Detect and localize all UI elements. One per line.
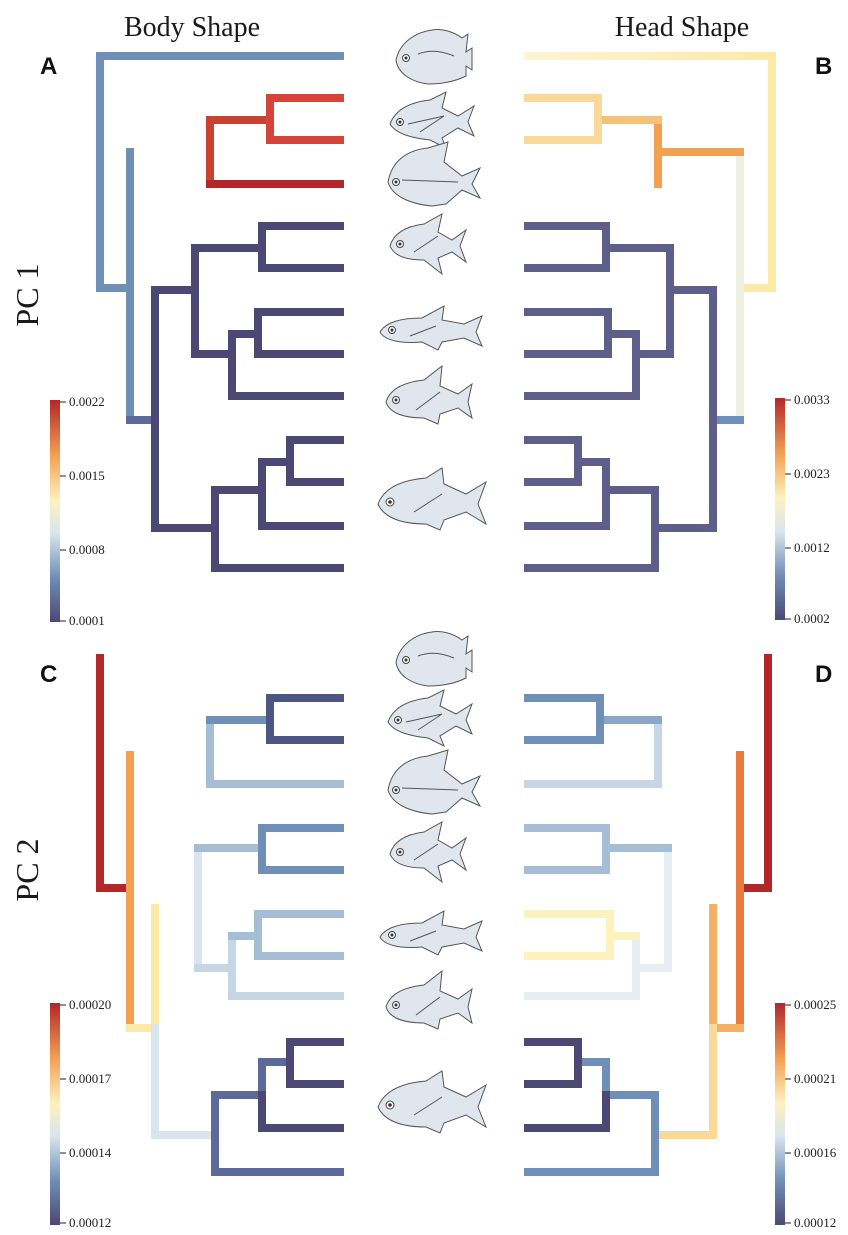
tree-branch xyxy=(96,654,134,892)
panel-letter-c: C xyxy=(40,661,57,688)
tree-branch xyxy=(524,716,662,788)
legend-tick: 0.00012 xyxy=(794,1215,836,1230)
legend-a: 0.0022 0.0015 0.0008 0.0001 xyxy=(50,394,105,628)
tree-branch xyxy=(266,694,344,744)
tree-branch xyxy=(524,436,717,572)
tree-branch xyxy=(524,1038,610,1132)
tree-branch xyxy=(524,932,672,1000)
tree-panel-a xyxy=(96,52,344,572)
tree-branch xyxy=(524,222,717,358)
tree-branch xyxy=(206,716,344,788)
discoid-fish-icon xyxy=(395,631,473,687)
legend-tick: 0.00021 xyxy=(794,1071,836,1086)
legend-tick: 0.0023 xyxy=(794,466,830,481)
pc1-row-label: PC 1 xyxy=(9,263,45,326)
tree-branch xyxy=(96,52,344,292)
tree-branch xyxy=(258,824,344,874)
jack-fish-icon xyxy=(377,1070,488,1134)
tree-branch xyxy=(524,52,776,292)
tree-branch xyxy=(524,824,672,874)
tree-branch xyxy=(524,1058,659,1176)
tree-branch xyxy=(228,308,344,400)
tree-panel-b xyxy=(524,52,776,572)
panel-letter-a: A xyxy=(40,53,57,80)
legend-tick: 0.00025 xyxy=(794,997,836,1012)
jack-fish-icon xyxy=(377,467,488,531)
legend-tick: 0.00014 xyxy=(69,1145,112,1160)
tree-panel-d xyxy=(524,654,772,1176)
legend-c: 0.00020 0.00017 0.00014 0.00012 xyxy=(50,997,112,1230)
tree-branch xyxy=(258,1038,344,1132)
tree-branch xyxy=(151,1024,219,1139)
legend-tick: 0.0002 xyxy=(794,611,830,626)
tree-branch xyxy=(211,1058,344,1176)
discoid-fish-icon xyxy=(395,29,473,85)
tree-branch xyxy=(524,910,640,960)
legend-tick: 0.00020 xyxy=(69,997,111,1012)
panel-letter-b: B xyxy=(815,53,832,80)
legend-tick: 0.00017 xyxy=(69,1071,112,1086)
jack-fish-icon xyxy=(385,969,473,1030)
jack-fish-icon xyxy=(389,821,468,884)
tree-branch xyxy=(524,694,604,744)
legend-d: 0.00025 0.00021 0.00016 0.00012 xyxy=(775,997,837,1230)
jack-fish-icon xyxy=(389,213,468,276)
legend-tick: 0.00012 xyxy=(69,1215,111,1230)
head-shape-title: Head Shape xyxy=(615,12,750,43)
fish-column-pc2 xyxy=(377,631,488,1134)
tree-branch xyxy=(266,94,344,144)
legend-tick: 0.0008 xyxy=(69,542,105,557)
legend-tick: 0.0015 xyxy=(69,468,105,483)
jack-fish-icon xyxy=(385,364,473,425)
pompano-fish-icon xyxy=(387,689,473,748)
jack-fish-icon xyxy=(379,305,483,351)
legend-tick: 0.0033 xyxy=(794,392,830,407)
body-shape-title: Body Shape xyxy=(124,12,260,43)
tree-panel-c xyxy=(96,654,344,1176)
tree-branch xyxy=(151,222,344,358)
tree-branch xyxy=(228,910,344,960)
lookdown-fish-icon xyxy=(387,141,482,207)
tree-branch xyxy=(151,436,344,572)
legend-b: 0.0033 0.0023 0.0012 0.0002 xyxy=(775,392,830,626)
tree-branch xyxy=(651,1024,717,1139)
jack-fish-icon xyxy=(379,910,483,956)
pc2-row-label: PC 2 xyxy=(9,838,45,901)
tree-branch xyxy=(524,308,640,400)
tree-branch xyxy=(524,94,602,144)
tree-branch xyxy=(709,904,744,1032)
tree-branch xyxy=(194,932,344,1000)
legend-color-bar xyxy=(775,1003,785,1225)
lookdown-fish-icon xyxy=(387,749,482,815)
legend-color-bar xyxy=(50,1003,60,1225)
legend-tick: 0.0001 xyxy=(69,613,105,628)
legend-tick: 0.0012 xyxy=(794,540,830,555)
legend-color-bar xyxy=(50,400,60,622)
pompano-fish-icon xyxy=(389,91,475,150)
legend-tick: 0.0022 xyxy=(69,394,105,409)
fish-column-pc1 xyxy=(377,29,488,531)
legend-tick: 0.00016 xyxy=(794,1145,837,1160)
panel-letter-d: D xyxy=(815,661,832,688)
legend-color-bar xyxy=(775,398,785,620)
tree-branch xyxy=(736,654,772,892)
